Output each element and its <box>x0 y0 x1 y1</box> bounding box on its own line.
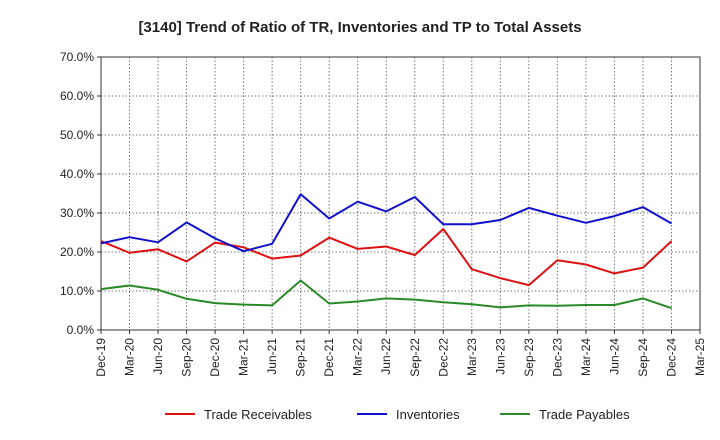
x-tick-label: Mar-22 <box>351 338 365 376</box>
plot-area: 0.0% 10.0% 20.0% 30.0% 40.0% 50.0% 60.0% 70.0% D… <box>60 50 707 377</box>
x-tick-label: Dec-21 <box>322 338 336 377</box>
x-tick-label: Mar-20 <box>123 338 137 376</box>
x-tick-label: Mar-23 <box>465 338 479 376</box>
y-tick-label: 60.0% <box>60 89 94 103</box>
x-tick-label: Dec-23 <box>550 338 564 377</box>
legend-label-trade-receivables: Trade Receivables <box>204 407 312 422</box>
y-tick-label: 0.0% <box>67 323 95 337</box>
y-tick-label: 50.0% <box>60 128 94 142</box>
x-tick-label: Sep-23 <box>522 338 536 377</box>
legend: Trade Receivables Inventories Trade Payabl… <box>165 407 630 422</box>
x-tick-label: Jun-21 <box>265 338 279 375</box>
x-tick-label: Mar-24 <box>579 338 593 376</box>
y-tick-label: 70.0% <box>60 50 94 64</box>
y-tick-label: 20.0% <box>60 245 94 259</box>
x-tick-label: Jun-20 <box>151 338 165 375</box>
x-tick-label: Mar-21 <box>237 338 251 376</box>
x-tick-label: Dec-20 <box>208 338 222 377</box>
chart-title: [3140] Trend of Ratio of TR, Inventories… <box>138 19 581 36</box>
series-line-trade-receivables <box>100 228 673 287</box>
x-tick-label: Dec-19 <box>94 338 108 377</box>
x-tick-label: Jun-23 <box>493 338 507 375</box>
x-tick-label: Dec-24 <box>664 338 678 377</box>
x-tick-label: Sep-24 <box>636 338 650 377</box>
plot-frame <box>100 56 701 331</box>
x-tick-label: Mar-25 <box>693 338 707 376</box>
y-tick-label: 10.0% <box>60 284 94 298</box>
legend-label-inventories: Inventories <box>396 407 460 422</box>
x-tick-label: Jun-22 <box>379 338 393 375</box>
series-line-inventories <box>100 193 672 253</box>
x-tick-label: Dec-22 <box>436 338 450 377</box>
y-tick-label: 30.0% <box>60 206 94 220</box>
series-line-trade-payables <box>100 279 672 310</box>
x-tick-label: Jun-24 <box>607 338 621 375</box>
x-tick-label: Sep-20 <box>180 338 194 377</box>
x-tick-label: Sep-21 <box>294 338 308 377</box>
x-tick-label: Sep-22 <box>408 338 422 377</box>
legend-label-trade-payables: Trade Payables <box>539 407 630 422</box>
y-tick-label: 40.0% <box>60 167 94 181</box>
